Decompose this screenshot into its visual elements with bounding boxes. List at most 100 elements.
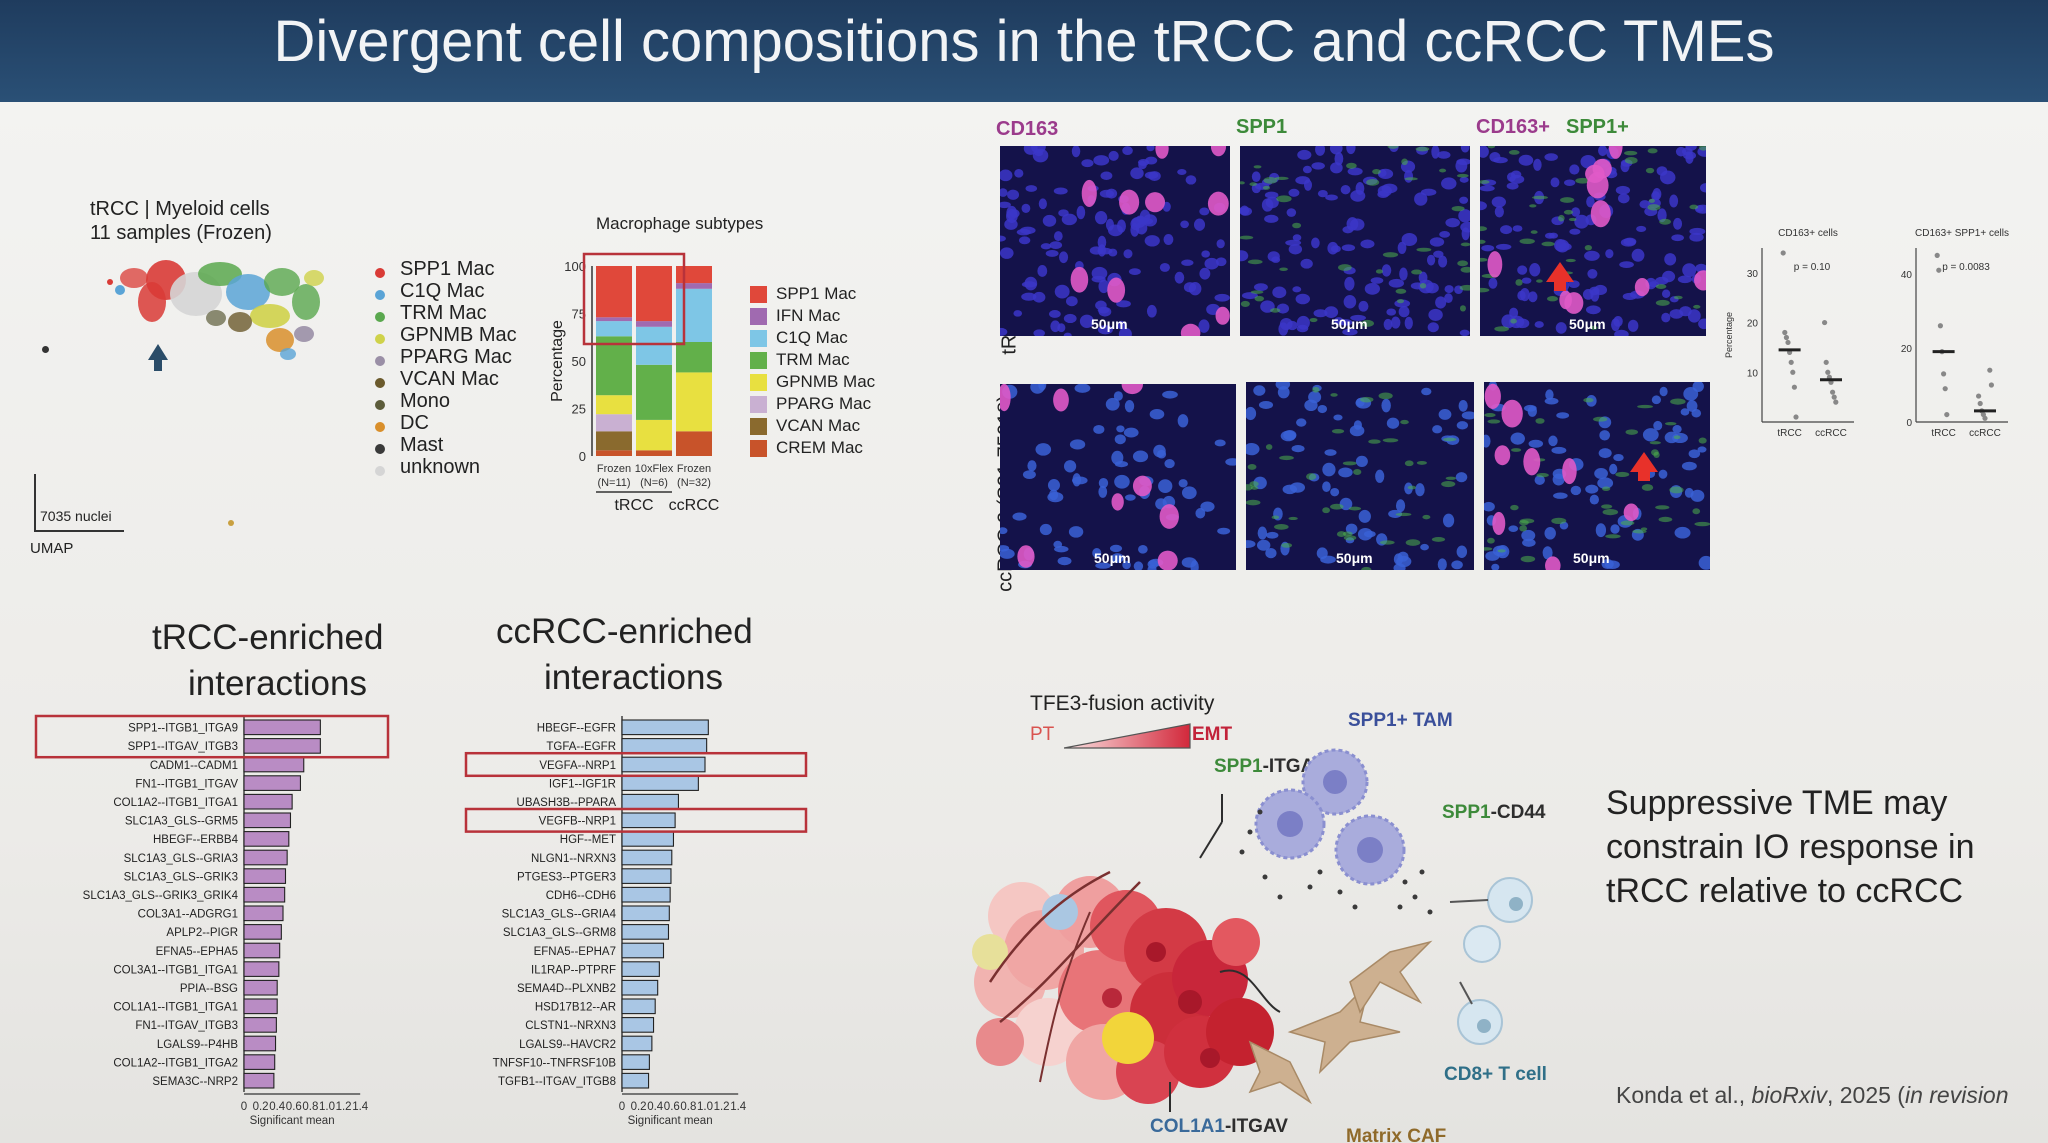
ccrcc-interactions-title-1: ccRCC-enriched [496, 612, 753, 651]
spp1-cd44-ligand: SPP1 [1442, 802, 1491, 823]
trcc-interactions-title-2: interactions [188, 664, 367, 703]
emt-label: EMT [1192, 724, 1233, 745]
legend-dot [375, 466, 385, 476]
legend-dot [375, 268, 385, 278]
bar-label: UBASH3B--PPARA [517, 797, 617, 809]
stacked-bar-segment [596, 450, 632, 456]
scatter-point [1783, 334, 1789, 341]
cd163-spp1-scatter-plot: CD163+ SPP1+ cells 0 20 40 tRCC ccRCC p = 0.00… [1901, 228, 2009, 439]
legend-swatch [750, 352, 767, 369]
scale-bar-label: 50μm [1094, 550, 1131, 566]
umap-outlier-dot [228, 520, 234, 526]
bar-label: CLSTN1--NRXN3 [525, 1020, 616, 1032]
umap-outlier-dot [42, 346, 49, 353]
bar-label: APLP2--PIGR [166, 927, 238, 939]
microscopy-image [1000, 146, 1230, 336]
scatter-point [1942, 386, 1948, 392]
legend-label: PPARG Mac [776, 394, 872, 413]
ccrcc-interactions-panel: ccRCC-enriched interactions HBEGF--EGFR T… [460, 610, 820, 1140]
bar-label: SLC1A3_GLS--GRIK3 [124, 871, 238, 883]
x-tick-label: 0.6 [664, 1101, 680, 1113]
bar [621, 1035, 653, 1052]
scatter-point [1944, 411, 1950, 418]
legend-dot [375, 334, 385, 344]
x-tick-label: (N=11) [597, 477, 630, 489]
scatter-point [1977, 400, 1983, 407]
bar-label: CDH6--CDH6 [546, 890, 616, 902]
scale-bar-label: 50μm [1331, 316, 1368, 332]
scatter-title: CD163+ cells [1778, 228, 1838, 239]
ccrcc-interactions-bar-chart: HBEGF--EGFR TGFA--EGFR VEGFA--NRP1 IGF1--IG… [464, 716, 808, 1127]
legend-dot [375, 290, 385, 300]
x-tick-label: 0.8 [680, 1101, 696, 1113]
conclusion-line-3: tRCC relative to ccRCC [1606, 872, 1964, 910]
bar [243, 905, 284, 922]
bar [621, 849, 673, 866]
bar-label: COL1A2--ITGB1_ITGA1 [113, 797, 238, 809]
bar [621, 905, 670, 922]
bar-label: SLC1A3_GLS--GRM8 [503, 927, 616, 939]
arrow-icon [1630, 452, 1658, 472]
bar [621, 868, 672, 884]
scatter-point [1937, 323, 1943, 329]
x-tick-label: (N=6) [640, 477, 668, 489]
bar-label: NLGN1--NRXN3 [531, 853, 616, 865]
spp1-cd44-receptor: -CD44 [1490, 802, 1546, 823]
stacked-bar-segment [636, 326, 672, 365]
stacked-bar-segment [596, 431, 632, 451]
highlight-box [464, 751, 808, 778]
umap-plot [107, 260, 324, 371]
col-label-cd163: CD163 [996, 118, 1059, 140]
x-axis-label: Significant mean [250, 1115, 335, 1127]
bar [621, 1072, 650, 1089]
bar [243, 812, 292, 829]
microscopy-image [1240, 146, 1470, 336]
bar [621, 738, 708, 754]
legend-label: CREM Mac [776, 438, 863, 457]
stacked-bar-segment [636, 419, 672, 451]
y-tick-label: 0 [579, 449, 586, 464]
scale-bar-label: 50μm [1336, 550, 1373, 566]
umap-title-line1: tRCC | Myeloid cells [90, 198, 270, 220]
x-tick-label: tRCC [1777, 428, 1801, 439]
x-tick-label: 1.2 [336, 1101, 352, 1113]
bar-label: COL3A1--ITGB1_ITGA1 [113, 964, 238, 976]
x-tick-label: (N=32) [677, 477, 711, 489]
x-tick-label: 10xFlex [635, 463, 674, 475]
scatter-point [1791, 384, 1797, 390]
bar [621, 942, 665, 959]
umap-legend-label: PPARG Mac [400, 346, 512, 368]
bar-label: HGF--MET [560, 834, 616, 846]
y-tick-label: 100 [564, 259, 586, 274]
umap-legend-label: TRM Mac [400, 302, 487, 324]
y-tick-label: 20 [1747, 319, 1759, 330]
microscopy-image-tile: 50μm [1246, 382, 1474, 570]
x-tick-label: Frozen [677, 463, 711, 475]
bar-label: SLC1A3_GLS--GRIA4 [502, 909, 617, 921]
stacked-bar-segment [596, 317, 632, 322]
x-tick-label: 1.0 [319, 1101, 335, 1113]
legend-swatch [750, 308, 767, 325]
x-tick-label: ccRCC [1815, 428, 1847, 439]
microscopy-image-tile: 50μm [1240, 146, 1470, 336]
stacked-bar-segment [636, 321, 672, 327]
legend-dot [375, 356, 385, 366]
bar [621, 775, 699, 791]
bar [243, 849, 288, 866]
citation: Konda et al., bioRxiv, 2025 (in revision [1616, 1082, 2009, 1109]
bar-label: SPP1--ITGB1_ITGA9 [128, 723, 238, 735]
highlight-box [464, 807, 808, 833]
col-label-merge-a: CD163+ [1476, 116, 1550, 138]
bar-label: EFNA5--EPHA5 [156, 946, 238, 958]
citation-journal: bioRxiv [1751, 1082, 1827, 1108]
x-tick-label: 1.4 [352, 1101, 369, 1113]
bar-label: COL1A1--ITGB1_ITGA1 [113, 1002, 238, 1014]
bar [243, 979, 278, 996]
bar-label: HBEGF--ERBB4 [153, 834, 239, 846]
stacked-bar-segment [636, 364, 672, 420]
conclusion-line-2: constrain IO response in [1606, 828, 1975, 866]
bar-label: SLC1A3_GLS--GRIK3_GRIK4 [83, 890, 239, 902]
microscopy-image [1484, 382, 1710, 570]
bar-label: LGALS9--P4HB [157, 1039, 239, 1051]
